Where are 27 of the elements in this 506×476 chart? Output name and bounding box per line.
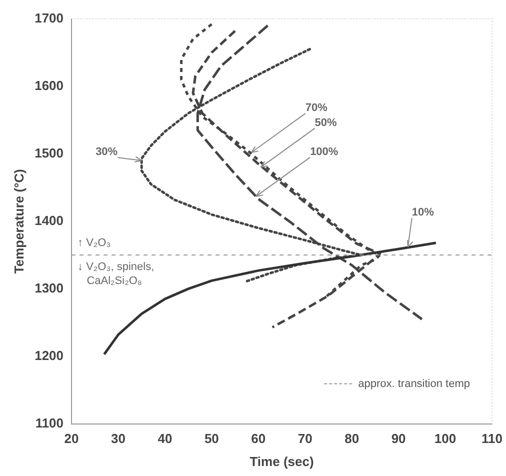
y-tick-label: 1500 — [34, 145, 64, 160]
x-tick-label: 70 — [298, 431, 312, 446]
x-tick-label: 30 — [111, 431, 126, 446]
y-tick-label: 1100 — [35, 415, 64, 430]
annotation: 30% — [96, 146, 118, 158]
annotation: 100% — [310, 146, 338, 158]
x-axis-title: Time (sec) — [250, 454, 314, 469]
x-tick-label: 60 — [251, 431, 266, 446]
annotation: 10% — [412, 206, 434, 218]
x-tick-label: 50 — [204, 431, 219, 446]
y-tick-label: 1200 — [34, 348, 64, 363]
y-tick-label: 1600 — [34, 78, 64, 93]
x-tick-label: 80 — [344, 431, 360, 446]
x-tick-label: 110 — [482, 431, 502, 446]
annotation: 50% — [314, 116, 337, 129]
x-tick-label: 40 — [158, 431, 172, 446]
x-tick-label: 90 — [391, 431, 406, 446]
x-tick-label: 100 — [434, 431, 456, 446]
legend-label: approx. transition temp — [358, 378, 470, 390]
annotation: ↓ V₂O₃, spinels, CaAl₂Si₂O₈ — [78, 261, 154, 288]
x-tick-label: 20 — [64, 431, 79, 446]
annotation: 70% — [305, 102, 328, 114]
y-tick-label: 1300 — [34, 280, 64, 296]
y-axis-title: Temperature (°C) — [11, 168, 26, 274]
y-tick-label: 1400 — [34, 212, 64, 228]
y-tick-label: 1700 — [34, 10, 64, 26]
annotation: ↑ V₂O₃ — [78, 237, 111, 250]
